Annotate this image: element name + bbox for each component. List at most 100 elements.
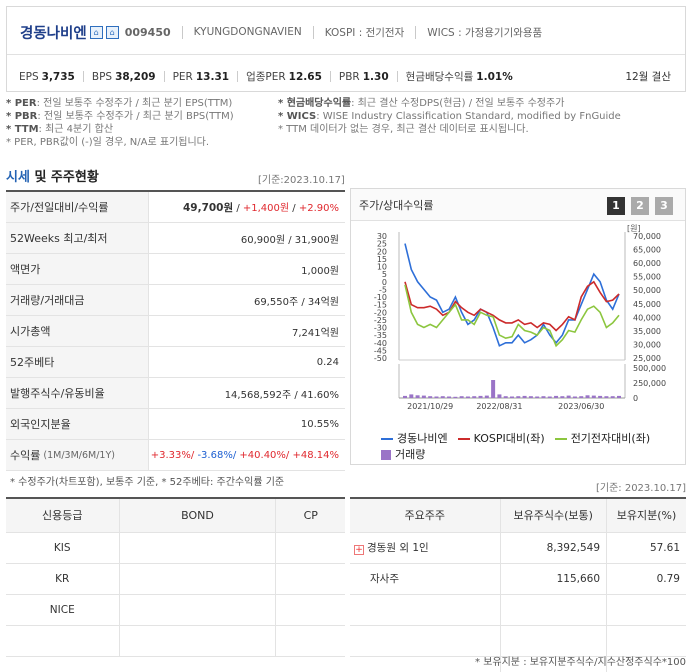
divider [181,25,183,39]
holders-header: 보유지분(%) [606,499,686,533]
market-row-label: 외국인지분율 [6,409,149,439]
dividend-yield-label: 현금배당수익률 [405,71,474,83]
right-axis-tick: 40,000 [633,313,661,322]
return-slash: / [190,449,198,461]
label-text: 주가/전일대비/수익률 [10,201,109,214]
legend-item[interactable]: KOSPI대비(좌) [457,431,545,447]
market-row: 52Weeks 최고/최저 60,900원 / 31,900원 [6,223,345,254]
company-title-row: 경동나비엔 ⌂ ⌂ 009450 KYUNGDONGNAVIEN KOSPI :… [20,21,542,43]
market-row: 시가총액 7,241억원 [6,316,345,347]
volume-bar [403,395,407,398]
empty-cell [606,625,686,657]
price-change-rate: +2.90% [298,203,339,214]
volume-bar [585,395,590,398]
label-text: 발행주식수/유동비율 [10,387,105,400]
market-row-value: 0.24 [149,357,345,368]
volume-bar [572,396,577,398]
note-line: * PER: 전일 보통주 수정주가 / 최근 분기 EPS(TTM) [6,97,234,110]
company-name: 경동나비엔 [20,25,87,42]
home-icon[interactable]: ⌂ [89,25,103,39]
market-row-label: 거래량/거래대금 [6,285,149,315]
credit-rating-table: 신용등급 BOND CP KIS KR NICE [6,497,345,657]
chart-tab-2[interactable]: 2 [631,197,649,215]
volume-bar [541,396,546,398]
market-table-note: * 수정주가(차트포함), 보통주 기준, * 52주베타: 주간수익률 기준 [10,477,285,488]
valuation-row: EPS 3,735 BPS 38,209 PER 13.31 업종PER 12.65 P… [7,54,685,92]
volume-bar [447,396,452,398]
empty-cell [500,656,608,672]
empty-cell [606,656,686,672]
holder-shares: 115,660 [500,563,608,595]
volume-bar [491,380,496,398]
company-header: 경동나비엔 ⌂ ⌂ 009450 KYUNGDONGNAVIEN KOSPI :… [6,6,686,92]
volume-bar [579,396,584,398]
left-axis-tick: -25 [374,316,387,325]
credit-header: 신용등급 [6,499,120,533]
legend-swatch [381,450,391,460]
value-text: 1,000원 [301,265,339,277]
legend-row: 거래량 [381,447,660,465]
volume-axis-tick: 0 [633,394,638,403]
legend-item[interactable]: 거래량 [381,447,425,463]
chart-tab-1[interactable]: 1 [607,197,625,215]
legend-swatch [381,438,393,440]
divider [415,25,417,39]
market-row: 발행주식수/유동비율 14,568,592주 / 41.60% [6,378,345,409]
value-text: 0.24 [316,356,339,368]
market-row-label: 52주베타 [6,347,149,377]
legend-row: 경동나비엔 KOSPI대비(좌) 전기전자대비(좌) [381,429,660,447]
note-key: * TTM [6,124,39,135]
market-row-value: 60,900원 / 31,900원 [149,231,345,246]
price-chart: [원]302520151050-5-10-15-20-25-30-35-40-4… [374,224,666,411]
legend-item[interactable]: 경동나비엔 [381,431,448,447]
market-row-value: 1,000원 [149,262,345,277]
volume-bar [497,394,502,398]
series-line [404,284,620,348]
building-icon[interactable]: ⌂ [105,25,119,39]
volume-bar [547,396,552,398]
left-axis-tick: -35 [374,331,387,340]
holder-name: 경동원 외 1인 [367,542,429,554]
holder-name-cell: + 경동원 외 1인 [350,532,501,564]
holders-footnote: * 보유지분 : 보유지분주식수/지수산정주식수*100 [475,657,686,668]
market-row-label: 발행주식수/유동비율 [6,378,149,408]
chart-tab-3[interactable]: 3 [655,197,673,215]
section-title-highlight: 시세 [6,170,30,185]
left-axis-tick: 5 [382,270,387,279]
value-text: 69,550주 / 34억원 [253,296,339,308]
section-title: 시세 및 주주현황 [6,166,99,185]
market-row: 주가/전일대비/수익률 49,700원 / +1,400원 / +2.90% [6,192,345,223]
return-value: -3.68% [197,449,233,461]
credit-grade [119,594,277,626]
left-axis-tick: 25 [377,240,387,249]
chart-header: 주가/상대수익률 1 2 3 [351,189,685,221]
note-line: * TTM: 최근 4분기 합산 [6,123,234,136]
volume-bar [440,396,445,398]
credit-agency: KIS [6,532,120,564]
kospi-sector: KOSPI : 전기전자 [324,26,405,39]
market-row-value: 14,568,592주 / 41.60% [149,386,345,401]
price-change: +1,400원 [242,203,290,214]
series-line [404,243,620,347]
left-axis-tick: 20 [377,247,387,256]
volume-axis-tick: 250,000 [633,379,666,388]
market-row-value: +3.33%/ -3.68%/ +40.40%/ +48.14% [149,450,345,461]
credit-grade [119,563,277,595]
note-text: : 전일 보통주 수정주가 / 최근 분기 BPS(TTM) [37,111,234,122]
value-text: 60,900원 / 31,900원 [240,234,339,246]
market-row-label: 주가/전일대비/수익률 [6,192,149,222]
definition-notes-left: * PER: 전일 보통주 수정주가 / 최근 분기 EPS(TTM) * PBR… [6,97,234,149]
holders-header: 보유주식수(보통) [500,499,608,533]
volume-bar [528,396,533,398]
holder-shares: 8,392,549 [500,532,608,564]
industry-per-value: 12.65 [288,70,322,83]
expand-icon[interactable]: + [354,545,364,555]
stock-code: 009450 [124,25,171,39]
volume-bar [453,396,458,398]
left-axis-tick: 30 [377,232,387,241]
left-axis-tick: -5 [379,285,387,294]
right-axis-tick: 55,000 [633,273,661,282]
left-axis-tick: -30 [374,324,387,333]
volume-bar [434,396,439,398]
legend-item[interactable]: 전기전자대비(좌) [554,431,650,447]
